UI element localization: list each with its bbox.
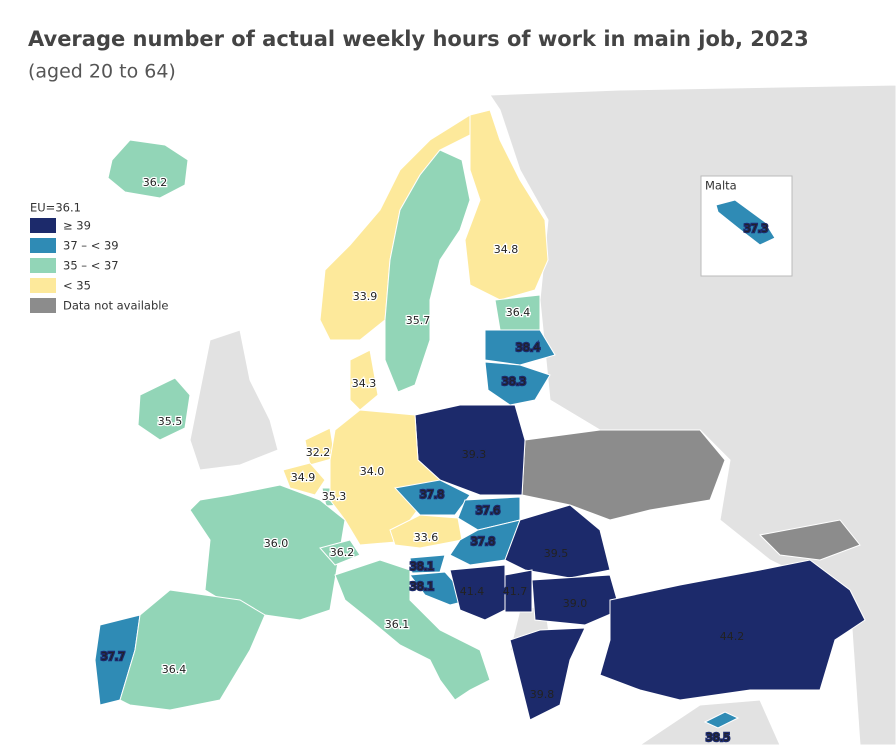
region-value: 37.8 xyxy=(420,488,445,501)
region-value: 32.2 xyxy=(306,446,331,459)
legend-label: < 35 xyxy=(63,279,91,293)
region-value: 36.0 xyxy=(264,537,289,550)
region-value: 37.7 xyxy=(101,650,126,663)
region-value: 38.3 xyxy=(502,375,527,388)
region xyxy=(531,574,621,626)
region-value: 39.8 xyxy=(530,688,555,701)
legend: ≥ 39 37 – < 39 35 – < 37 < 35 Data not avail… xyxy=(30,218,169,313)
no-data-region xyxy=(521,429,726,521)
region xyxy=(484,361,551,406)
legend-title: EU=36.1 xyxy=(30,201,81,215)
subtitle: (aged 20 to 64) xyxy=(28,61,176,83)
regions: 36.2 33.9 35.7 34.8 36.4 38.4 38.3 34.3 35.5 39.3… xyxy=(94,109,866,745)
inset-title: Malta xyxy=(705,179,737,193)
legend-swatch xyxy=(30,238,56,253)
region xyxy=(509,627,586,721)
region-value: 35.5 xyxy=(158,415,183,428)
title: Average number of actual weekly hours of… xyxy=(28,27,809,51)
region-value: 37.6 xyxy=(476,504,501,517)
region xyxy=(715,199,776,246)
region-value: 37.3 xyxy=(744,222,769,235)
region xyxy=(504,504,611,579)
region-value: 36.1 xyxy=(385,618,410,631)
region xyxy=(107,139,189,199)
region xyxy=(449,564,506,621)
region-value: 39.5 xyxy=(544,547,569,560)
region-value: 37.8 xyxy=(471,535,496,548)
eastern-land xyxy=(489,84,896,746)
region xyxy=(189,484,346,621)
region xyxy=(464,109,549,301)
region xyxy=(384,149,471,393)
region xyxy=(319,539,361,566)
region xyxy=(319,114,481,341)
region xyxy=(484,329,556,366)
region xyxy=(137,377,191,441)
region xyxy=(334,559,491,701)
region-value: 34.8 xyxy=(494,243,519,256)
legend-swatch xyxy=(30,278,56,293)
legend-label: 37 – < 39 xyxy=(63,239,119,253)
region-value: 36.2 xyxy=(330,546,355,559)
region-value: 38.1 xyxy=(410,580,435,593)
region-value: 41.7 xyxy=(503,585,528,598)
region-value: 33.9 xyxy=(353,290,378,303)
unavailable-land xyxy=(521,429,861,561)
legend-label: 35 – < 37 xyxy=(63,259,119,273)
region-value: 34.0 xyxy=(360,465,385,478)
region-value: 34.3 xyxy=(352,377,377,390)
region-value: 35.3 xyxy=(322,490,347,503)
uk-land xyxy=(189,329,279,471)
region xyxy=(394,479,471,516)
region-value: 36.4 xyxy=(162,663,187,676)
no-data-region xyxy=(758,519,861,561)
region-value: 38.5 xyxy=(706,731,731,744)
region xyxy=(349,349,379,411)
region-value: 44.2 xyxy=(720,630,745,643)
region-value: 33.6 xyxy=(414,531,439,544)
region xyxy=(599,559,866,701)
region-value: 38.1 xyxy=(410,560,435,573)
region-value: 39.0 xyxy=(563,597,588,610)
region-value: 34.9 xyxy=(291,471,316,484)
region xyxy=(504,569,533,613)
legend-swatch xyxy=(30,218,56,233)
region-value: 38.4 xyxy=(516,341,541,354)
legend-label: Data not available xyxy=(63,299,169,313)
region-value: 36.4 xyxy=(506,306,531,319)
legend-swatch xyxy=(30,298,56,313)
region xyxy=(119,589,266,711)
region-value: 36.2 xyxy=(143,176,168,189)
region xyxy=(282,462,326,496)
region-value: 35.7 xyxy=(406,314,431,327)
region-value: 39.3 xyxy=(462,448,487,461)
region xyxy=(703,711,740,729)
legend-label: ≥ 39 xyxy=(63,219,91,233)
region-value: 41.4 xyxy=(460,585,485,598)
legend-swatch xyxy=(30,258,56,273)
